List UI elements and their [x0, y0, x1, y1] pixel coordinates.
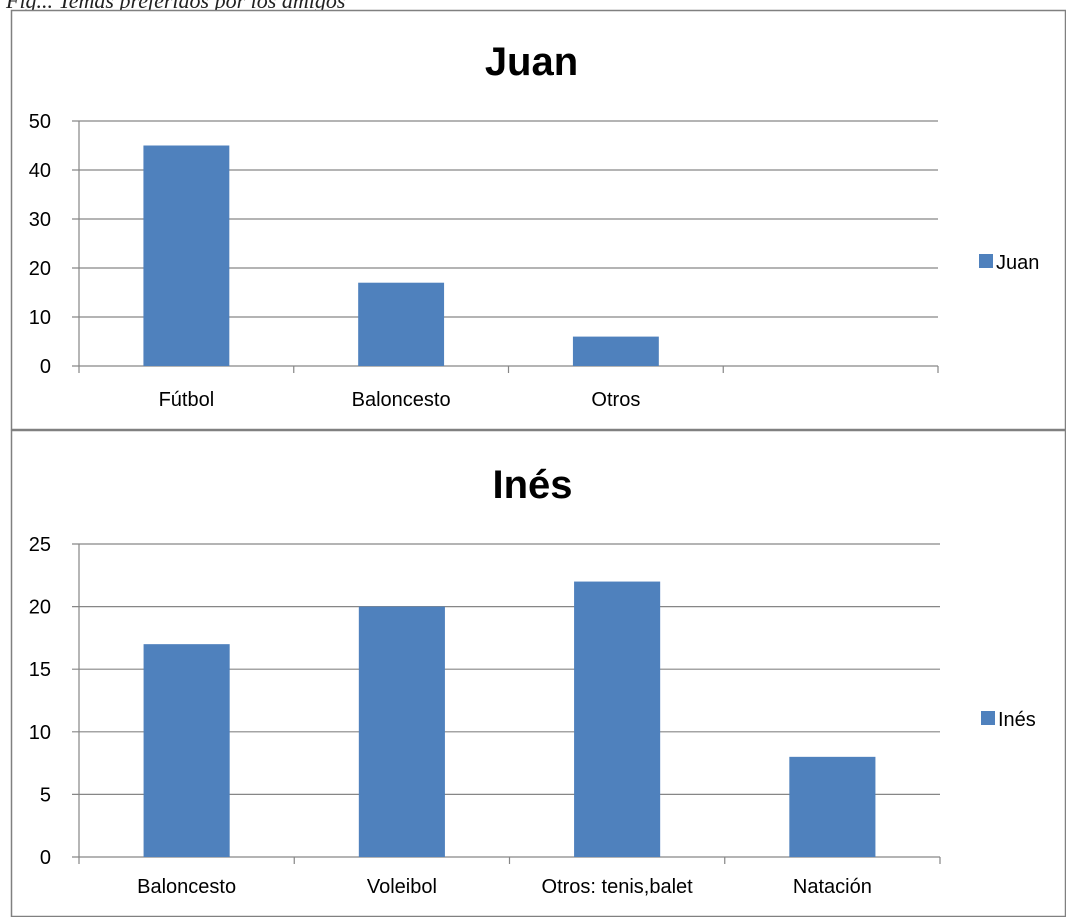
bar [789, 756, 876, 857]
x-category-label: Otros [591, 389, 640, 411]
legend-swatch [979, 254, 993, 268]
legend-swatch [981, 711, 995, 725]
chart-ines: Inés 0 5 10 15 20 25 Baloncesto Voleibol Otros: t… [10, 429, 1066, 917]
y-tick-label: 5 [40, 784, 51, 806]
y-tick-label: 25 [29, 534, 51, 556]
x-category-label: Otros: tenis,balet [542, 876, 694, 898]
y-tick-label: 0 [40, 847, 51, 869]
x-category-label: Baloncesto [352, 389, 451, 411]
y-tick-label: 20 [29, 258, 51, 280]
y-tick-label: 0 [40, 356, 51, 378]
x-category-label: Natación [793, 876, 872, 898]
y-tick-label: 10 [29, 307, 51, 329]
y-tick-label: 20 [29, 597, 51, 619]
bar [358, 606, 445, 857]
chart-title: Juan [485, 40, 578, 84]
y-tick-label: 30 [29, 209, 51, 231]
x-category-label: Voleibol [367, 876, 437, 898]
chart-title: Inés [492, 463, 572, 507]
bar [574, 581, 661, 857]
legend-label: Inés [998, 709, 1036, 731]
bar [572, 336, 659, 366]
y-tick-label: 40 [29, 160, 51, 182]
y-tick-label: 10 [29, 722, 51, 744]
legend-label: Juan [996, 252, 1039, 274]
chart-juan: Juan 0 10 20 30 40 50 Fútbol Baloncesto Otros Juan [10, 9, 1066, 431]
bar [143, 145, 230, 366]
x-category-label: Fútbol [159, 389, 215, 411]
bar [358, 282, 445, 366]
bar [143, 644, 230, 857]
y-tick-label: 50 [29, 111, 51, 133]
x-category-label: Baloncesto [137, 876, 236, 898]
y-tick-label: 15 [29, 659, 51, 681]
